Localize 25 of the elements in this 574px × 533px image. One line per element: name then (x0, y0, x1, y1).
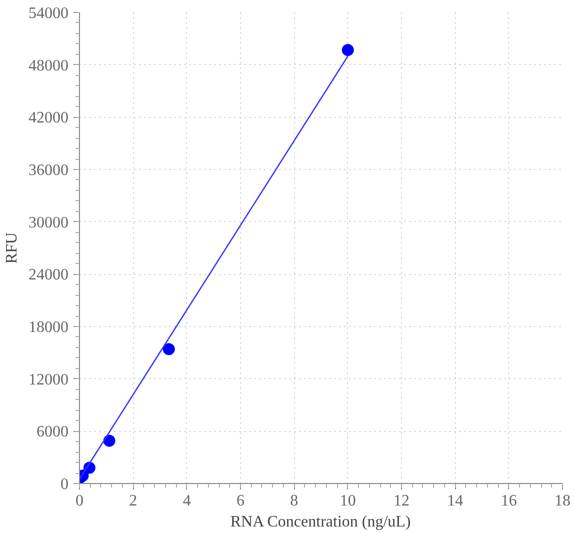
y-tick-label: 30000 (28, 214, 68, 232)
x-tick-label: 18 (554, 492, 570, 510)
point (162, 343, 175, 356)
point (103, 434, 116, 447)
y-tick-label: 12000 (28, 371, 68, 388)
y-tick-label: 36000 (28, 162, 68, 179)
x-tick-label: 0 (76, 492, 84, 510)
y-tick-label: 24000 (28, 266, 68, 284)
y-tick-label: 54000 (28, 5, 68, 22)
x-tick-label: 12 (394, 492, 410, 510)
x-tick-label: 6 (236, 492, 244, 510)
x-tick-label: 2 (129, 492, 138, 510)
y-tick-label: 6000 (36, 424, 68, 441)
x-axis-title: RNA Concentration (ng/uL) (230, 514, 411, 530)
x-tick-label: 10 (340, 492, 356, 510)
x-tick-label: 8 (290, 492, 298, 510)
y-tick-label: 42000 (28, 110, 68, 127)
point (342, 44, 354, 56)
y-tick-label: 0 (60, 476, 68, 493)
x-tick-label: 14 (447, 492, 464, 510)
x-tick-label: 4 (182, 492, 191, 510)
y-tick-label: 18000 (28, 319, 68, 336)
y-tick-label: 48000 (28, 57, 68, 74)
y-axis-title: RFU (4, 232, 20, 264)
x-tick-label: 16 (500, 492, 517, 510)
